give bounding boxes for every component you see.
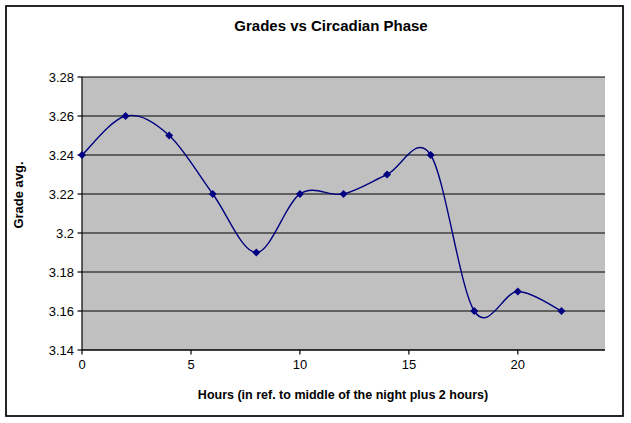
- y-tick-label: 3.2: [56, 226, 74, 241]
- y-tick-label: 3.26: [49, 109, 74, 124]
- y-tick-label: 3.24: [49, 148, 74, 163]
- chart-container: Grades vs Circadian Phase 3.14 3.16 3.18 3.…: [0, 0, 631, 423]
- y-tick-label: 3.16: [49, 304, 74, 319]
- y-axis-title: Grade avg.: [11, 161, 26, 228]
- chart-title: Grades vs Circadian Phase: [234, 17, 427, 34]
- x-axis-title: Hours (in ref. to middle of the night pl…: [198, 388, 488, 402]
- x-tick-label: 15: [402, 357, 416, 372]
- x-tick-label: 0: [78, 357, 85, 372]
- y-tick-label: 3.28: [49, 70, 74, 85]
- x-tick-label: 10: [293, 357, 307, 372]
- x-tick-label: 5: [187, 357, 194, 372]
- x-tick-label: 20: [511, 357, 525, 372]
- grades-vs-circadian-phase-chart: Grades vs Circadian Phase 3.14 3.16 3.18 3.…: [0, 0, 631, 423]
- y-tick-label: 3.18: [49, 265, 74, 280]
- y-tick-label: 3.22: [49, 187, 74, 202]
- plot-area: [82, 77, 605, 350]
- y-tick-label: 3.14: [49, 343, 74, 358]
